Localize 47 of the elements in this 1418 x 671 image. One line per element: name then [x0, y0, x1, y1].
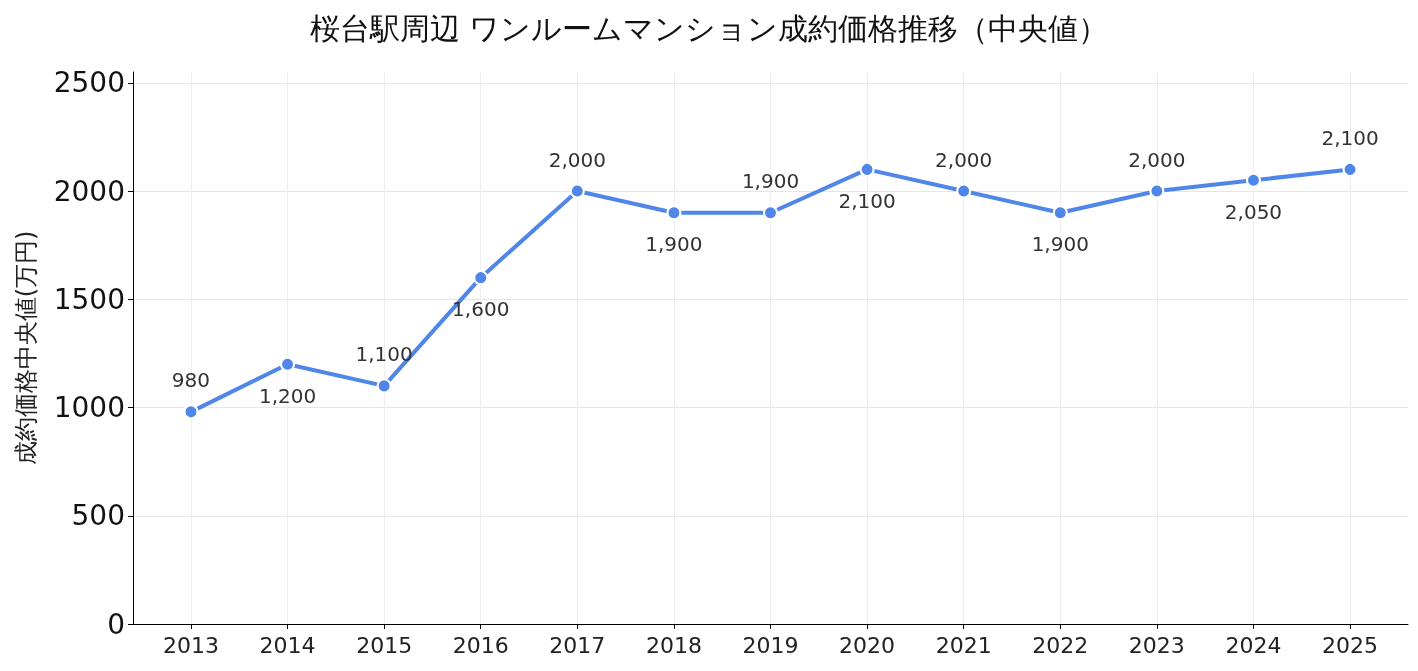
point [1149, 183, 1165, 199]
x-tick-label: 2020 [839, 632, 896, 658]
point [1052, 205, 1068, 221]
x-tick-label: 2023 [1128, 632, 1185, 658]
y-tick-label: 2500 [53, 66, 125, 100]
data-label: 2,000 [935, 147, 993, 172]
data-label: 1,900 [645, 232, 703, 257]
data-label: 2,100 [1321, 125, 1379, 150]
point [666, 205, 682, 221]
chart-title: 桜台駅周辺 ワンルームマンション成約価格推移（中央値） [309, 10, 1109, 46]
point [1342, 161, 1358, 177]
point [376, 378, 392, 394]
data-label: 1,600 [452, 297, 510, 322]
y-tick-label: 500 [71, 499, 125, 533]
point [569, 183, 585, 199]
x-tick-label: 2013 [162, 632, 219, 658]
x-tick-label: 2024 [1225, 632, 1282, 658]
x-tick-label: 2019 [742, 632, 799, 658]
data-label: 2,000 [1128, 147, 1186, 172]
x-tick-label: 2025 [1322, 632, 1379, 658]
x-tick-label: 2014 [259, 632, 316, 658]
data-label: 1,900 [741, 169, 800, 194]
y-tick-label: 1500 [53, 282, 125, 316]
data-label: 2,050 [1224, 199, 1283, 224]
y-tick-label: 1000 [53, 391, 125, 425]
x-tick-label: 2016 [452, 632, 509, 658]
x-tick-label: 2021 [935, 632, 992, 658]
data-label: 1,900 [1031, 232, 1089, 257]
point [859, 161, 875, 177]
point [280, 356, 296, 372]
data-label: 1,200 [258, 383, 317, 408]
data-label: 2,000 [548, 147, 606, 172]
data-label: 980 [171, 368, 211, 393]
point [956, 183, 972, 199]
x-tick-label: 2017 [549, 632, 606, 658]
y-tick-label: 2000 [53, 174, 125, 208]
point [183, 404, 199, 420]
point [473, 270, 489, 286]
point [763, 205, 778, 221]
x-tick-label: 2015 [356, 632, 413, 658]
y-tick-label: 0 [107, 607, 125, 641]
y-axis-title: 成約価格中央値(万円) [12, 230, 40, 466]
data-label: 2,100 [838, 188, 896, 213]
data-label: 1,100 [355, 342, 413, 367]
x-tick-label: 2018 [645, 632, 702, 658]
point [1245, 172, 1261, 188]
x-tick-label: 2022 [1032, 632, 1089, 658]
